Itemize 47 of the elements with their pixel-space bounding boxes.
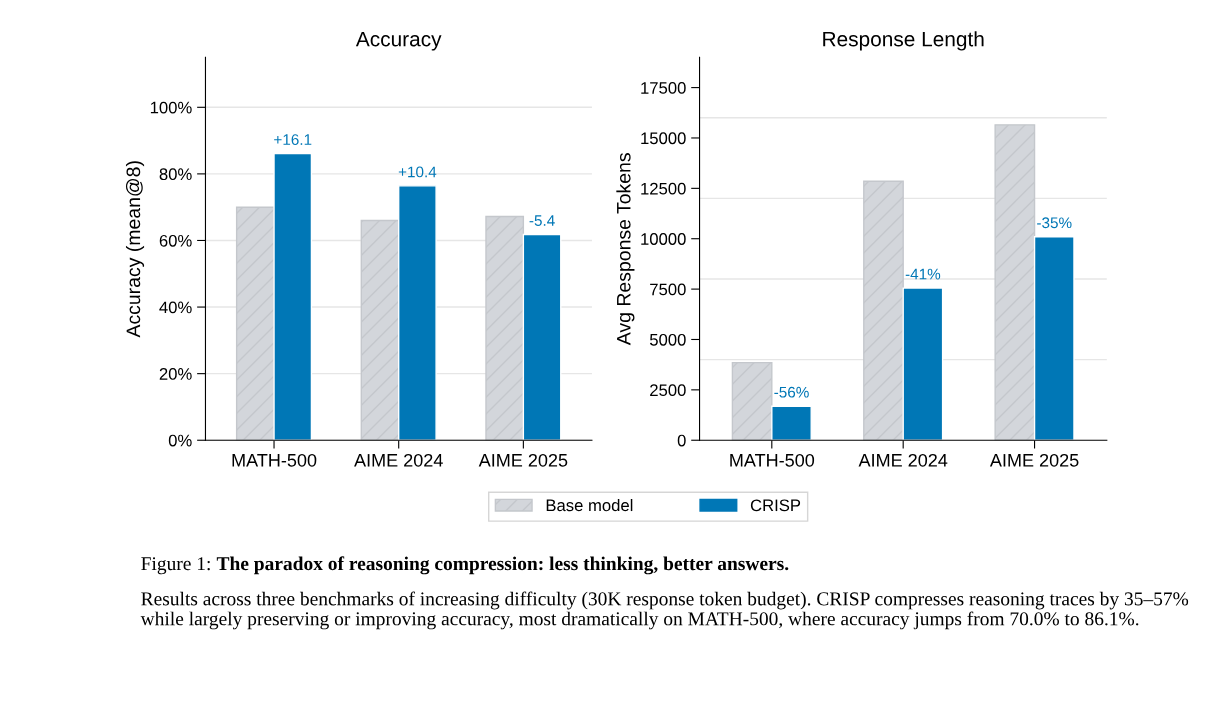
legend-label: Base model bbox=[546, 498, 633, 512]
y-axis-title: Accuracy (mean@8) bbox=[125, 161, 145, 338]
bar bbox=[731, 361, 773, 441]
x-tick-label: AIME 2024 bbox=[858, 453, 948, 467]
y-tick-label: 0 bbox=[677, 434, 686, 447]
bar bbox=[273, 152, 313, 441]
y-tick-label: 15000 bbox=[641, 132, 686, 145]
x-tick-label: MATH-500 bbox=[232, 453, 317, 467]
chart-title: Accuracy bbox=[355, 31, 442, 51]
annotation: -56% bbox=[774, 386, 809, 398]
bar bbox=[522, 233, 562, 441]
y-tick-label: 10000 bbox=[641, 233, 686, 245]
text: Results across three benchmarks of increasing difficulty (30K response token budget). CRISP compresses reasoning traces by 35–57% while largely preserving or improving accuracy, most dramatically on MATH-500, where accuracy jumps from 70.0% to 86.1%. bbox=[140, 591, 1189, 630]
x-tick-label: MATH-500 bbox=[730, 453, 815, 467]
y-tick-label: 12500 bbox=[641, 182, 686, 195]
text: The paradox of reasoning compression: less thinking, better answers. bbox=[216, 556, 789, 575]
chart-title: Response Length bbox=[823, 31, 984, 51]
bar bbox=[994, 124, 1036, 441]
bar bbox=[485, 215, 525, 441]
y-tick-label: 80% bbox=[159, 168, 192, 181]
y-axis-title: Avg Response Tokens bbox=[616, 153, 635, 346]
y-tick-label: 60% bbox=[159, 234, 192, 247]
y-tick-label: 17500 bbox=[641, 81, 686, 94]
bar bbox=[1033, 236, 1075, 441]
x-tick-label: AIME 2024 bbox=[354, 453, 443, 467]
bar bbox=[360, 219, 400, 441]
bar bbox=[235, 206, 275, 441]
annotation: +10.4 bbox=[398, 166, 437, 178]
bar bbox=[863, 180, 904, 441]
y-tick-label: 100% bbox=[150, 101, 192, 114]
x-tick-label: AIME 2025 bbox=[478, 453, 568, 467]
caption: Figure 1: bbox=[141, 557, 210, 575]
annotation: -41% bbox=[905, 268, 941, 280]
annotation: -5.4 bbox=[529, 215, 555, 226]
y-tick-label: 20% bbox=[159, 368, 192, 380]
y-tick-label: 2500 bbox=[650, 384, 686, 397]
y-tick-label: 7500 bbox=[650, 283, 686, 296]
y-tick-label: 40% bbox=[159, 301, 192, 314]
bar bbox=[902, 287, 944, 441]
annotation: +16.1 bbox=[274, 134, 312, 145]
bar bbox=[398, 185, 437, 441]
legend-label: CRISP bbox=[750, 499, 801, 512]
y-tick-label: 0% bbox=[168, 434, 192, 447]
bar bbox=[771, 405, 812, 441]
annotation: -35% bbox=[1037, 217, 1072, 229]
y-tick-label: 5000 bbox=[649, 333, 686, 346]
x-tick-label: AIME 2025 bbox=[989, 453, 1079, 467]
